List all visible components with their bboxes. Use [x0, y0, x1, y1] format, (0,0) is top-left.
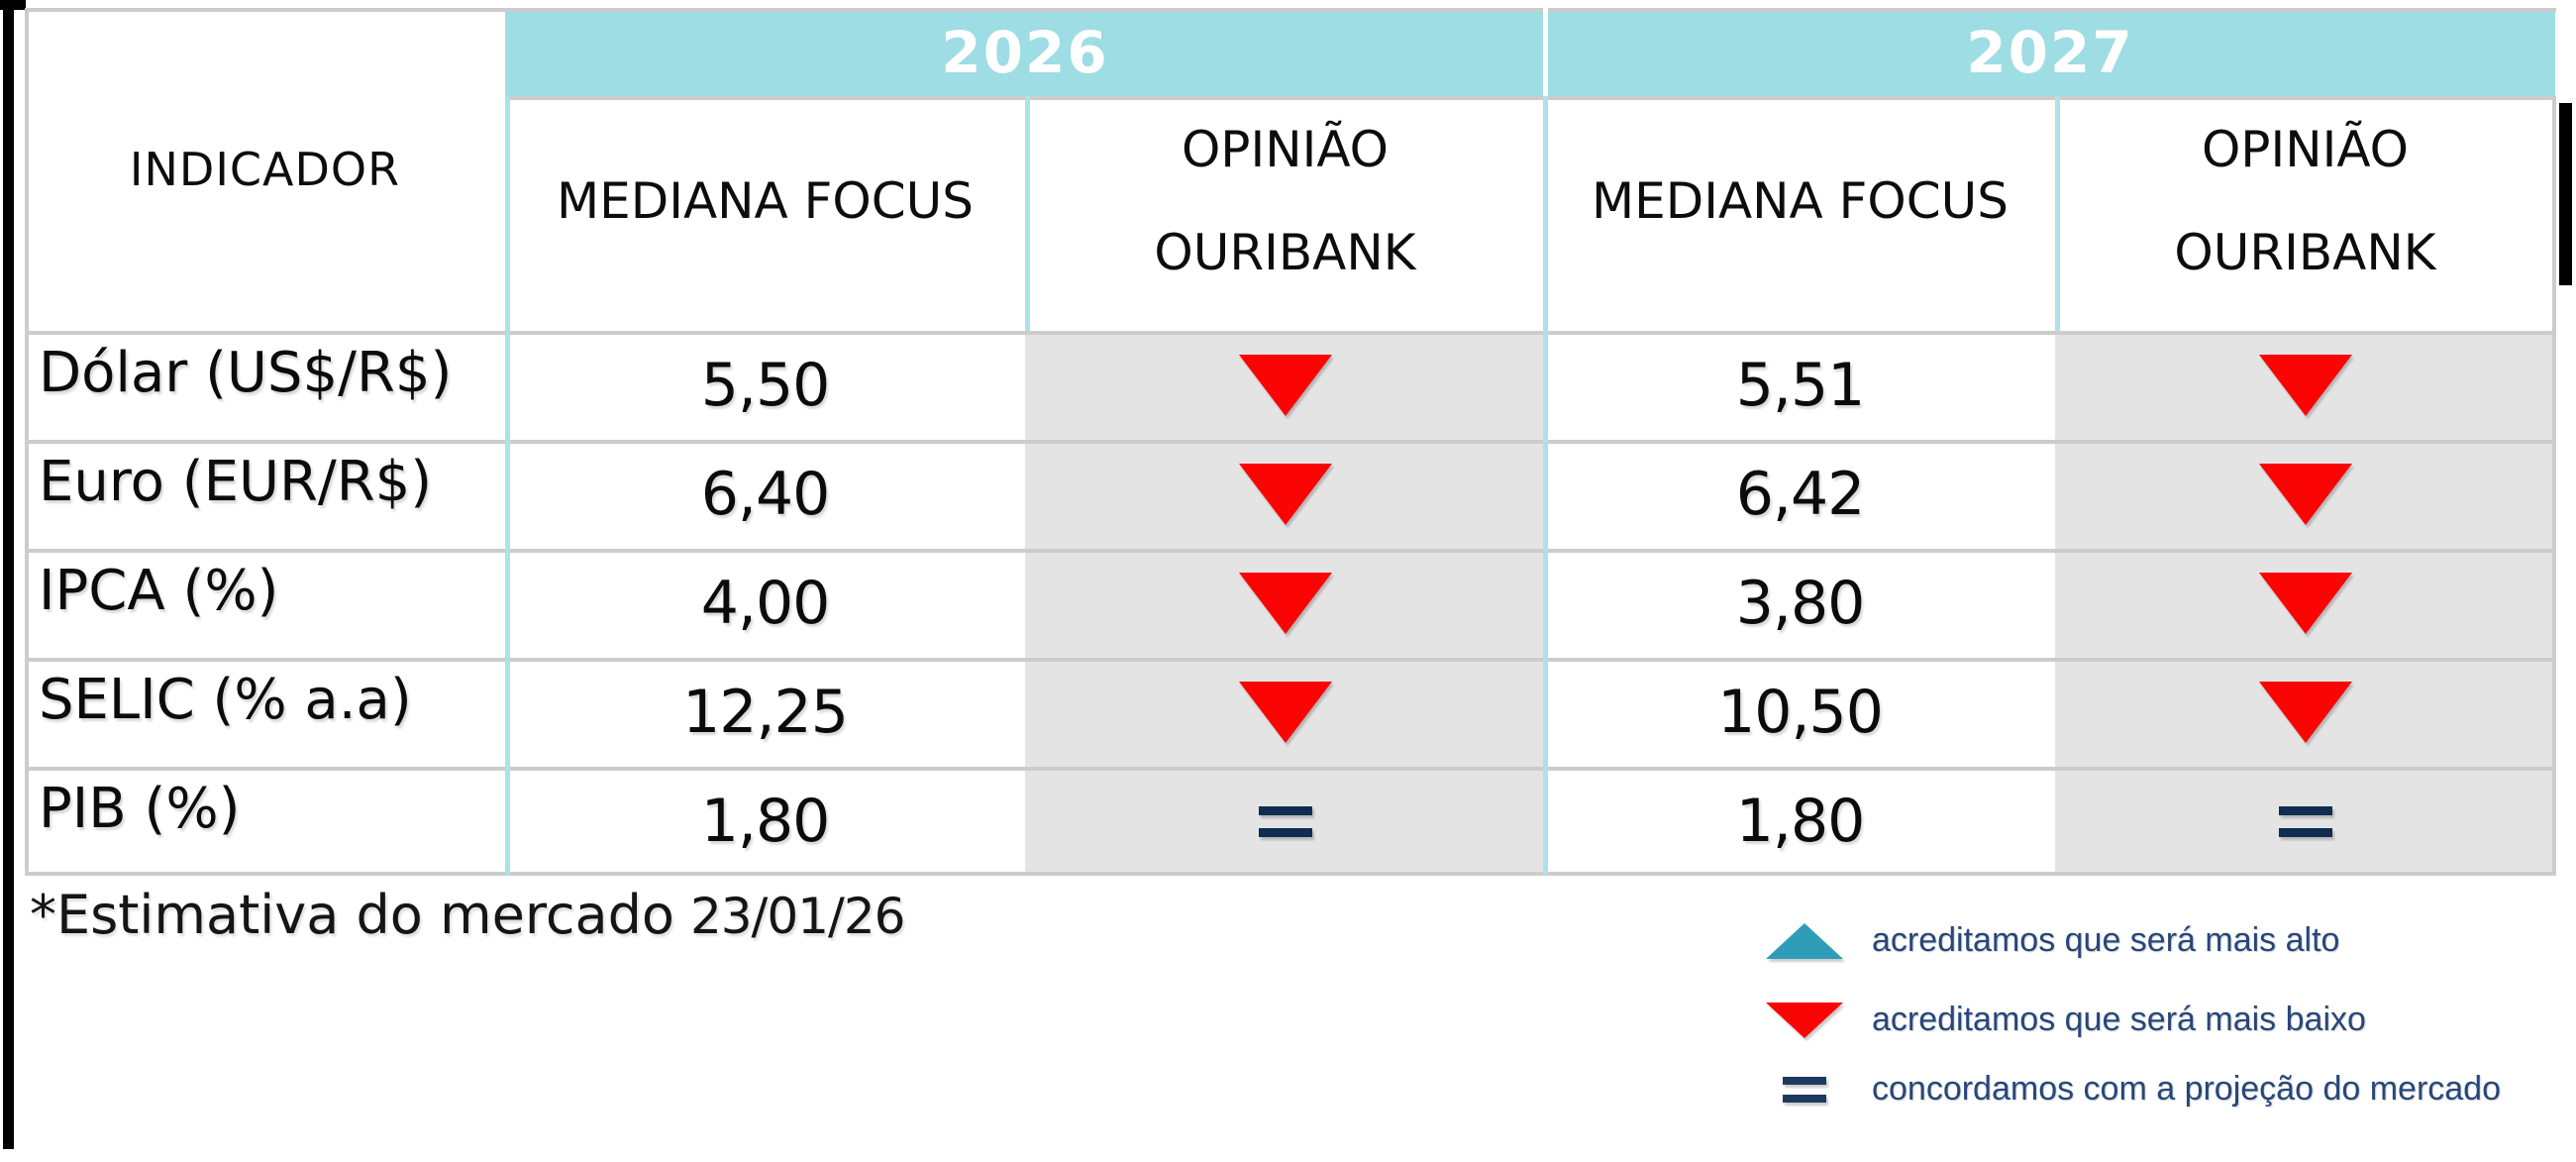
legend-label: concordamos com a projeção do mercado	[1872, 1070, 2501, 1108]
legend-item-lower: acreditamos que será mais baixo	[1763, 1001, 2366, 1039]
value-dolar-2027: 5,51	[1735, 351, 1866, 420]
row-label-ipca: IPCA (%)	[39, 559, 279, 623]
opinion-ipca-2027	[2055, 549, 2555, 658]
opiniao-label: OPINIÃO	[1181, 120, 1390, 178]
ouribank-label: OURIBANK	[2174, 223, 2436, 281]
down-triangle-icon	[1238, 464, 1332, 525]
divider-2027	[2055, 96, 2060, 331]
right-edge-bar	[2559, 103, 2572, 285]
opinion-dolar-2026	[1025, 331, 1545, 440]
value-dolar-2026: 5,50	[700, 351, 831, 420]
grid-line	[505, 96, 2556, 100]
down-triangle-icon	[1238, 573, 1332, 634]
legend-item-agree: concordamos com a projeção do mercado	[1763, 1070, 2501, 1109]
opinion-euro-2027	[2055, 440, 2555, 549]
opiniao-label: OPINIÃO	[2201, 120, 2410, 178]
year-2026-header: 2026	[505, 8, 1545, 96]
year-2027-header: 2027	[1545, 8, 2555, 96]
opinion-ipca-2026	[1025, 549, 1545, 658]
divider-indicator	[505, 96, 510, 876]
opinion-euro-2026	[1025, 440, 1545, 549]
grid-line	[25, 658, 2556, 662]
value-ipca-2027: 3,80	[1735, 569, 1866, 638]
opinion-selic-2027	[2055, 658, 2555, 767]
table-border-bottom	[25, 872, 2556, 876]
legend-item-higher: acreditamos que será mais alto	[1763, 921, 2339, 960]
table-border-left	[25, 8, 29, 876]
value-pib-2027: 1,80	[1735, 787, 1866, 856]
divider-2026	[1025, 96, 1030, 331]
down-triangle-icon	[2258, 355, 2352, 416]
equals-icon	[1258, 805, 1312, 837]
down-triangle-icon	[1238, 682, 1332, 743]
divider-years-band	[1543, 8, 1548, 96]
value-selic-2027: 10,50	[1717, 678, 1884, 747]
opiniao-ouribank-2026-header: OPINIÃO OURIBANK	[1025, 96, 1545, 331]
grid-line	[25, 767, 2556, 771]
opinion-pib-2027	[2055, 767, 2555, 876]
opinion-dolar-2027	[2055, 331, 2555, 440]
down-triangle-icon	[2258, 682, 2352, 743]
grid-line	[25, 440, 2556, 444]
opiniao-ouribank-2027-header: OPINIÃO OURIBANK	[2055, 96, 2555, 331]
mediana-focus-2026-header: MEDIANA FOCUS	[556, 171, 975, 230]
row-label-euro: Euro (EUR/R$)	[39, 450, 433, 514]
ouribank-label: OURIBANK	[1154, 223, 1416, 281]
grid-line	[25, 331, 2556, 335]
opinion-pib-2026	[1025, 767, 1545, 876]
value-euro-2027: 6,42	[1735, 460, 1866, 529]
equals-icon	[1783, 1076, 1826, 1103]
footnote-text: *Estimativa do mercado	[30, 884, 674, 946]
row-label-pib: PIB (%)	[39, 777, 241, 841]
opinion-selic-2026	[1025, 658, 1545, 767]
down-triangle-icon	[2258, 464, 2352, 525]
table-border-top	[25, 8, 2556, 12]
grid-line	[25, 549, 2556, 553]
indicator-column-header: INDICADOR	[129, 143, 401, 196]
value-pib-2026: 1,80	[700, 787, 831, 856]
footnote-date: 23/01/26	[689, 888, 906, 945]
down-triangle-icon	[1238, 355, 1332, 416]
mediana-focus-2027-header: MEDIANA FOCUS	[1591, 171, 2009, 230]
footnote: *Estimativa do mercado 23/01/26	[30, 884, 905, 946]
equals-icon	[2278, 805, 2332, 837]
table-border-right	[2552, 96, 2556, 876]
row-label-selic: SELIC (% a.a)	[39, 668, 412, 732]
down-triangle-icon	[1766, 1002, 1843, 1038]
row-label-dolar: Dólar (US$/R$)	[39, 341, 453, 405]
projections-table: INDICADOR 2026 2027 MEDIANA FOCUS OPINIÃ…	[25, 8, 2556, 876]
left-edge-decor	[3, 0, 14, 1149]
value-euro-2026: 6,40	[700, 460, 831, 529]
value-ipca-2026: 4,00	[700, 569, 831, 638]
legend-label: acreditamos que será mais alto	[1872, 921, 2340, 959]
up-triangle-icon	[1766, 922, 1843, 959]
divider-years	[1543, 96, 1548, 876]
legend-label: acreditamos que será mais baixo	[1872, 1001, 2366, 1038]
value-selic-2026: 12,25	[682, 678, 849, 747]
down-triangle-icon	[2258, 573, 2352, 634]
legend: acreditamos que será mais alto acreditam…	[1763, 909, 2575, 1127]
